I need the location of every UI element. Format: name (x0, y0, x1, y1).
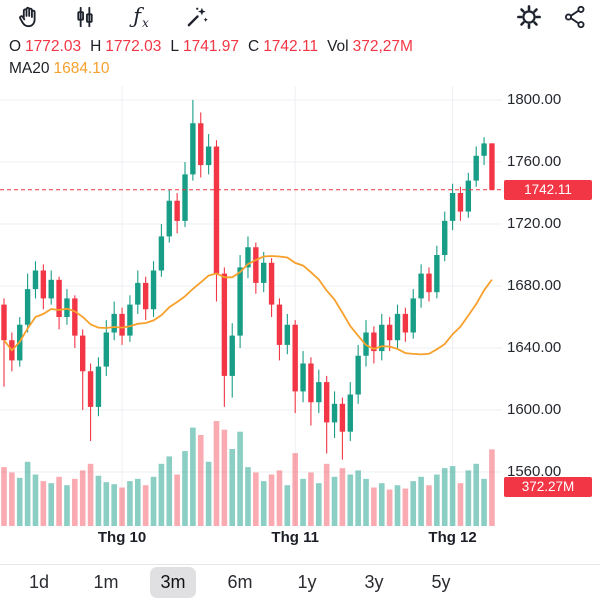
volume-value: 372,27M (352, 38, 413, 55)
timeframe-5y[interactable]: 5y (418, 567, 464, 598)
magic-tool-button[interactable] (182, 2, 212, 32)
settings-button[interactable] (514, 2, 544, 32)
open-value: 1772.03 (25, 38, 82, 55)
high-label: H (90, 38, 102, 55)
indicator-function-button[interactable]: ƒx (126, 2, 156, 32)
timeframe-3y[interactable]: 3y (351, 567, 397, 598)
ma-readout: MA20 1684.10 (9, 60, 119, 78)
toolbar-right-group (514, 2, 600, 32)
magic-wand-icon (187, 7, 208, 27)
low-value: 1741.97 (182, 38, 239, 55)
timeframe-1d[interactable]: 1d (16, 567, 62, 598)
fx-icon: ƒx (133, 3, 149, 30)
share-button[interactable] (560, 2, 590, 32)
ma-value: 1684.10 (53, 60, 110, 77)
last-price-badge: 1742.11 (504, 179, 592, 200)
toolbar: ƒx (0, 0, 600, 34)
timeframe-bar: 1d 1m 3m 6m 1y 3y 5y (0, 564, 600, 600)
timeframe-6m[interactable]: 6m (217, 567, 263, 598)
close-value: 1742.11 (263, 38, 319, 55)
timeframe-1y[interactable]: 1y (284, 567, 330, 598)
candles-icon (77, 6, 93, 28)
share-icon (564, 5, 585, 29)
toolbar-left-group: ƒx (0, 2, 212, 32)
ma-label: MA20 (9, 60, 50, 77)
volume-label: Vol (327, 38, 349, 55)
high-value: 1772.03 (105, 38, 162, 55)
timeframe-1m[interactable]: 1m (83, 567, 129, 598)
pan-tool-button[interactable] (14, 2, 44, 32)
close-label: C (247, 38, 260, 55)
low-label: L (170, 38, 179, 55)
ohlc-readout: O 1772.03 H 1772.03 L 1741.97 C 1742.11 Vol 372,2… (9, 38, 422, 56)
last-volume-badge: 372.27M (504, 477, 592, 497)
chart-type-button[interactable] (70, 2, 100, 32)
timeframe-3m[interactable]: 3m (150, 567, 196, 598)
open-label: O (9, 38, 22, 55)
gear-icon (517, 5, 541, 29)
hand-icon (19, 6, 36, 28)
